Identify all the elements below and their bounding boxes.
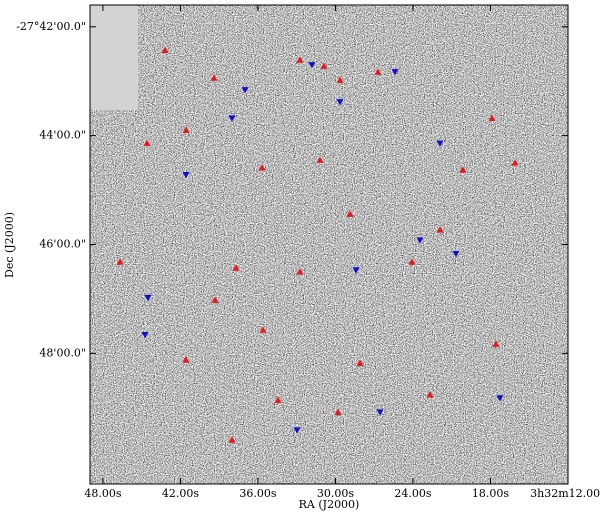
down-triangle-marker [436, 140, 444, 147]
up-triangle-marker [426, 391, 434, 398]
sky-noise [90, 5, 568, 484]
up-triangle-marker [492, 340, 500, 347]
up-triangle-marker [374, 68, 382, 75]
up-triangle-marker [346, 210, 354, 217]
no-coverage [90, 5, 138, 110]
up-triangle-marker [408, 258, 416, 265]
down-triangle-marker [141, 332, 149, 339]
down-triangle-marker [241, 87, 249, 94]
markers [116, 46, 519, 443]
down-triangle-marker [144, 295, 152, 302]
up-triangle-marker [336, 76, 344, 83]
up-triangle-marker [436, 226, 444, 233]
up-triangle-marker [459, 166, 467, 173]
down-triangle-marker [182, 172, 190, 179]
up-triangle-marker [210, 74, 218, 81]
x-tick-label: 30.00s [317, 487, 354, 500]
y-tick-label: 46'00.0" [39, 238, 86, 251]
up-triangle-marker [228, 436, 236, 443]
down-triangle-marker [391, 69, 399, 76]
up-triangle-marker [296, 56, 304, 63]
down-triangle-marker [336, 99, 344, 106]
up-triangle-marker [356, 359, 364, 366]
x-tick-label: 42.00s [162, 487, 199, 500]
up-triangle-marker [320, 62, 328, 69]
down-triangle-marker [376, 409, 384, 416]
x-tick-label: 48.00s [84, 487, 121, 500]
up-triangle-marker [334, 408, 342, 415]
down-triangle-marker [228, 115, 236, 122]
up-triangle-marker [274, 396, 282, 403]
y-tick-label: 48'00.0" [39, 346, 86, 359]
up-triangle-marker [258, 164, 266, 171]
up-triangle-marker [259, 326, 267, 333]
x-tick-label: 18.00s [472, 487, 509, 500]
y-tick-label: -27°42'00.0" [16, 20, 86, 33]
y-tick-label: 44'00.0" [39, 129, 86, 142]
up-triangle-marker [182, 356, 190, 363]
down-triangle-marker [496, 395, 504, 402]
up-triangle-marker [161, 46, 169, 53]
down-triangle-marker [352, 267, 360, 274]
x-tick-label: 36.00s [239, 487, 276, 500]
up-triangle-marker [211, 296, 219, 303]
y-axis-label: Dec (J2000) [3, 212, 16, 278]
down-triangle-marker [452, 250, 460, 258]
up-triangle-marker [296, 268, 304, 275]
x-tick-label: 3h32m12.00s [530, 487, 600, 500]
up-triangle-marker [232, 264, 240, 271]
x-tick-label: 24.00s [394, 487, 431, 500]
up-triangle-marker [182, 126, 190, 133]
up-triangle-marker [316, 156, 324, 163]
down-triangle-marker [416, 237, 424, 244]
up-triangle-marker [511, 159, 519, 166]
down-triangle-marker [308, 62, 316, 69]
up-triangle-marker [488, 114, 496, 122]
x-axis-label: RA (J2000) [299, 498, 360, 511]
down-triangle-marker [293, 427, 301, 434]
up-triangle-marker [116, 258, 124, 265]
up-triangle-marker [143, 139, 151, 147]
